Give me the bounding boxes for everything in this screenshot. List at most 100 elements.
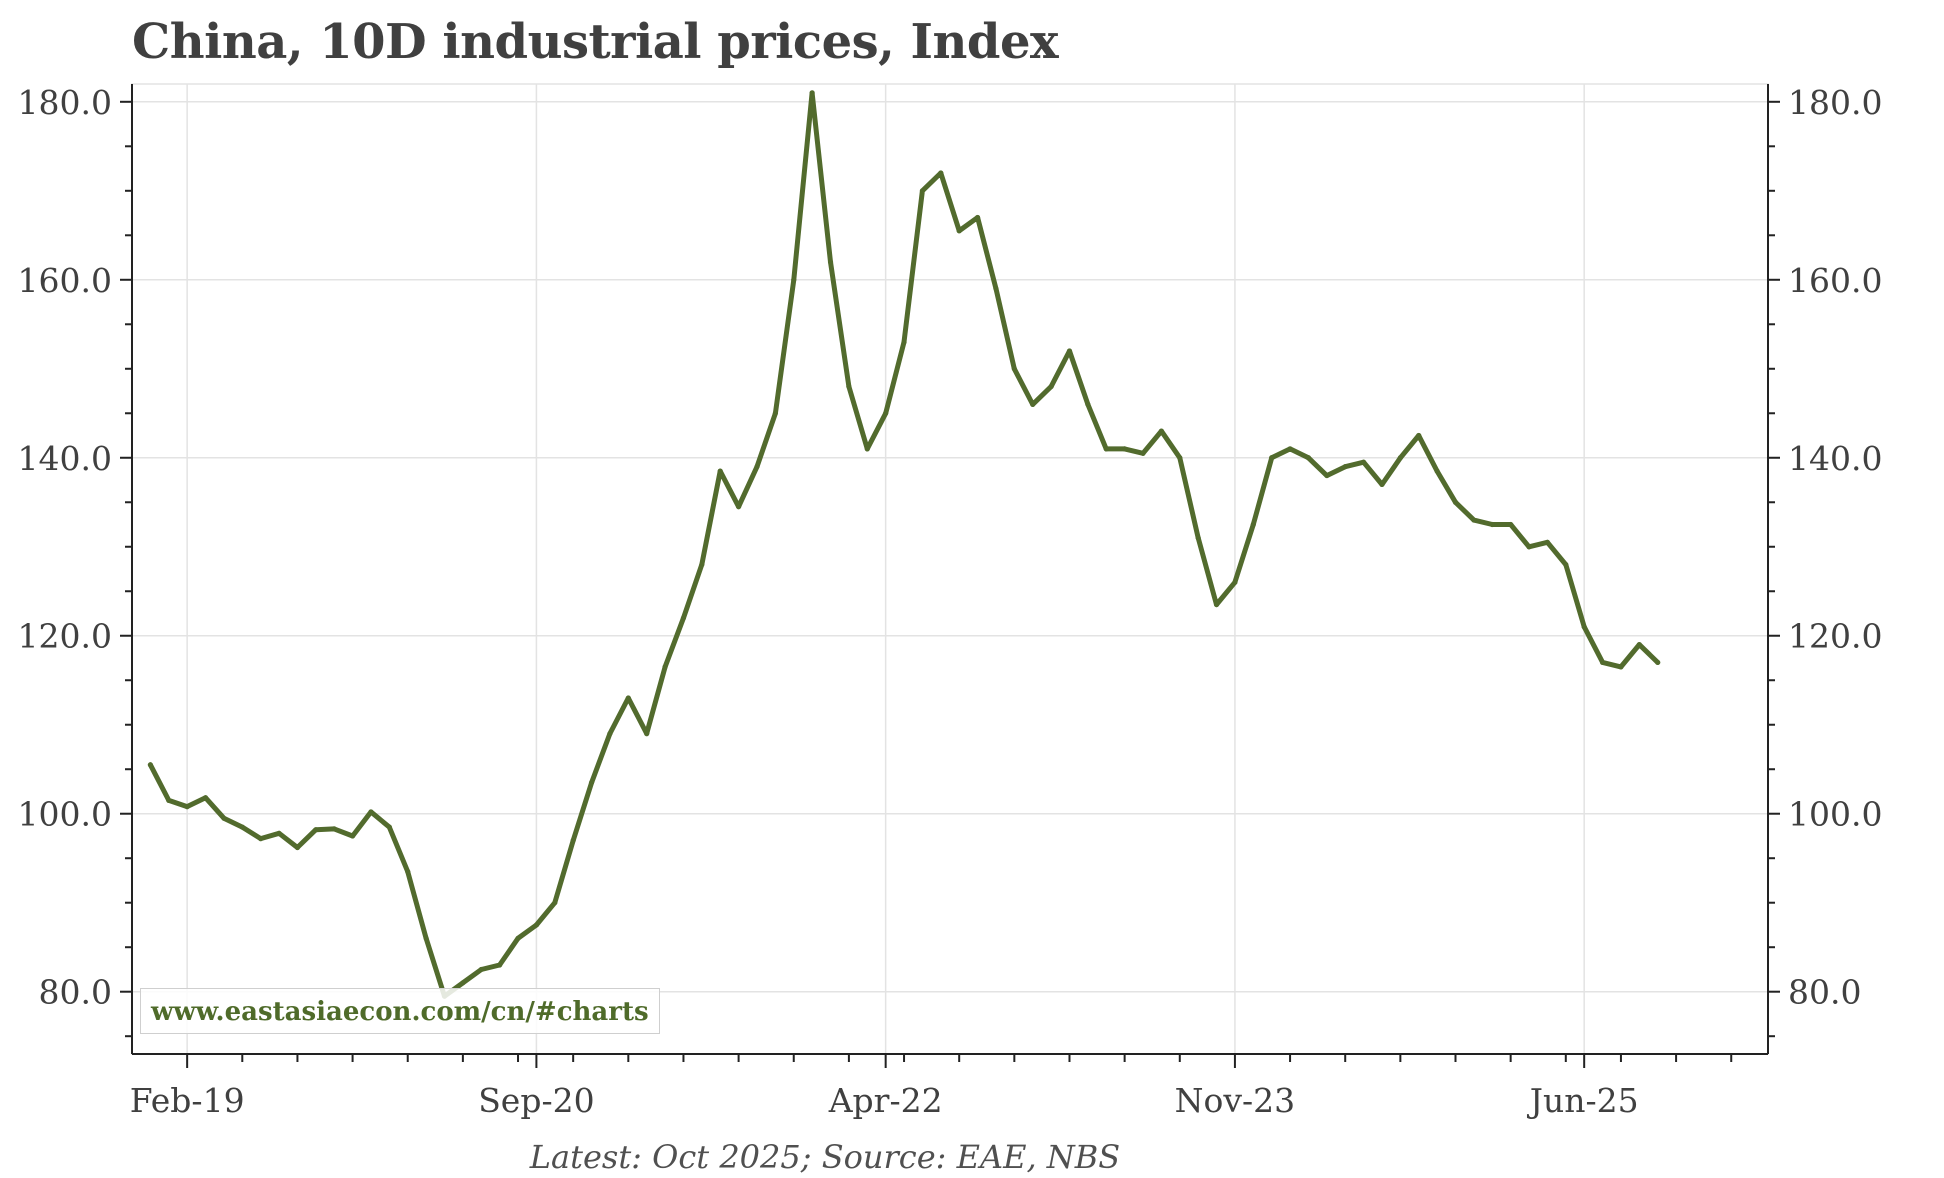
data-point xyxy=(736,504,742,510)
data-point xyxy=(1526,544,1532,550)
data-point xyxy=(1416,432,1422,439)
y-tick-label-left: 120.0 xyxy=(18,617,112,656)
data-point xyxy=(1655,659,1661,666)
data-point xyxy=(974,214,981,221)
data-point xyxy=(1305,455,1312,461)
source-note: Latest: Oct 2025; Source: EAE, NBS xyxy=(529,1138,1121,1176)
data-point xyxy=(883,410,889,416)
data-point xyxy=(294,844,301,851)
data-point xyxy=(1471,517,1477,523)
data-point xyxy=(1581,624,1587,630)
data-point xyxy=(993,286,999,292)
data-point xyxy=(1379,481,1385,488)
data-point xyxy=(515,935,521,941)
tick-labels: 80.0 80.0 100.0 100.0 120.0 120.0 140.0 140.0 16… xyxy=(18,83,1883,1120)
data-point xyxy=(1342,464,1348,470)
data-point xyxy=(1066,348,1073,354)
y-tick-label-right: 100.0 xyxy=(1788,795,1882,834)
x-tick-label: Apr-22 xyxy=(828,1081,943,1120)
data-point xyxy=(349,833,356,839)
x-tick-label: Jun-25 xyxy=(1527,1081,1639,1120)
data-point xyxy=(460,980,466,986)
data-point xyxy=(791,277,797,283)
data-point xyxy=(1324,472,1330,479)
data-point xyxy=(1563,561,1569,568)
data-point xyxy=(1158,428,1164,434)
data-point xyxy=(919,188,926,194)
data-point xyxy=(1177,455,1183,461)
data-point xyxy=(1085,401,1091,407)
data-point xyxy=(1397,455,1403,461)
data-point xyxy=(754,464,760,470)
data-point xyxy=(368,809,374,815)
data-point xyxy=(1122,446,1128,452)
data-point xyxy=(864,446,870,452)
data-point xyxy=(680,615,687,621)
data-point xyxy=(662,664,668,670)
y-tick-label-right: 160.0 xyxy=(1788,261,1882,300)
data-point xyxy=(901,339,907,345)
x-tick-label: Sep-20 xyxy=(478,1081,594,1120)
x-tick-label: Nov-23 xyxy=(1175,1081,1296,1120)
data-point xyxy=(478,966,484,973)
data-point xyxy=(1213,601,1220,608)
data-point xyxy=(258,836,264,842)
data-point xyxy=(625,695,631,701)
series-line xyxy=(147,90,1661,999)
data-point xyxy=(1508,521,1514,528)
data-point xyxy=(147,762,153,768)
data-point xyxy=(644,731,650,737)
data-point xyxy=(1544,539,1551,545)
data-point xyxy=(846,383,852,390)
data-point xyxy=(1250,521,1256,528)
data-point xyxy=(1048,383,1054,390)
data-point xyxy=(276,830,282,836)
data-point xyxy=(1103,446,1109,452)
data-point xyxy=(1140,450,1146,456)
data-point xyxy=(1011,366,1017,372)
series-group xyxy=(147,90,1661,999)
data-point xyxy=(1232,579,1238,585)
y-tick-label-left: 80.0 xyxy=(39,973,112,1012)
data-point xyxy=(552,900,558,906)
axis-ticks xyxy=(120,100,1780,1068)
y-tick-label-right: 80.0 xyxy=(1788,973,1861,1012)
y-tick-label-left: 140.0 xyxy=(18,439,112,478)
plot-frame xyxy=(131,83,1769,1055)
data-point xyxy=(956,228,962,234)
y-tick-label-right: 140.0 xyxy=(1788,439,1882,478)
data-point xyxy=(221,815,227,821)
data-point xyxy=(405,868,411,875)
data-point xyxy=(1489,521,1495,528)
data-point xyxy=(1030,401,1036,407)
data-point xyxy=(1360,459,1367,465)
data-point xyxy=(1618,664,1624,670)
watermark: www.eastasiaecon.com/cn/#charts xyxy=(140,988,660,1034)
data-point xyxy=(1287,446,1293,452)
data-point xyxy=(533,922,540,928)
data-point xyxy=(588,779,595,786)
y-tick-label-right: 180.0 xyxy=(1788,83,1882,122)
chart-title: China, 10D industrial prices, Index xyxy=(132,14,1059,70)
data-point xyxy=(699,561,705,568)
y-tick-label-left: 100.0 xyxy=(18,795,112,834)
data-point xyxy=(1195,535,1201,541)
data-point xyxy=(570,837,576,844)
data-point xyxy=(607,731,613,737)
data-point xyxy=(772,410,778,416)
data-point xyxy=(717,468,723,474)
grid-lines xyxy=(132,84,1768,1054)
data-point xyxy=(239,824,245,830)
plot-border xyxy=(131,83,1769,1055)
data-point xyxy=(184,804,190,810)
data-point xyxy=(938,170,944,176)
y-tick-label-left: 180.0 xyxy=(18,83,112,122)
data-point xyxy=(1452,499,1459,505)
data-point xyxy=(166,797,172,803)
data-point xyxy=(1636,642,1642,648)
data-point xyxy=(313,827,319,833)
data-point xyxy=(809,90,815,96)
y-tick-label-left: 160.0 xyxy=(18,261,112,300)
x-tick-label: Feb-19 xyxy=(130,1081,245,1120)
